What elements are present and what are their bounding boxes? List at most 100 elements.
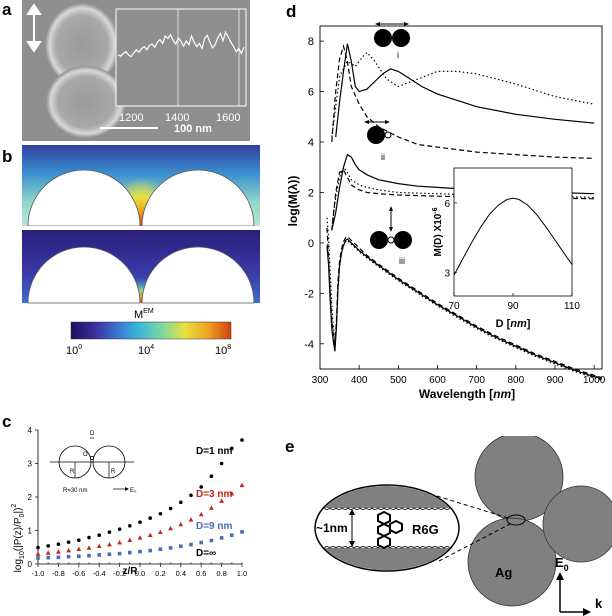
inset-x-label: D [nm] (496, 318, 531, 330)
x-tick-label: 500 (390, 375, 407, 386)
data-point (199, 485, 203, 489)
y-tick-label: 0 (308, 238, 314, 250)
roman-label: ii (381, 152, 385, 162)
zoom-guide (436, 495, 509, 519)
r6g-label: R6G (412, 522, 439, 537)
arrowhead (385, 120, 390, 124)
data-point (220, 562, 223, 565)
data-point (198, 511, 204, 517)
spectrum-curve (326, 238, 603, 380)
sphere-bottom-left (27, 246, 141, 304)
particle (367, 126, 385, 144)
data-point (189, 493, 193, 498)
inset-y-tick-label: 3 (444, 269, 450, 280)
data-point (128, 524, 132, 528)
panel-label-e: e (285, 437, 295, 456)
data-point (66, 554, 71, 559)
spectrum-tick-label: 1400 (165, 112, 189, 124)
zoom-guide (438, 523, 511, 562)
panel-label-c: c (2, 412, 12, 431)
gap-molecule (387, 236, 395, 244)
series-label-d9: D=9 nm (196, 521, 233, 532)
panel-label-a: a (2, 0, 12, 19)
data-point (128, 550, 132, 555)
inset-r-label: R (70, 469, 75, 475)
data-point (36, 545, 40, 550)
data-point (97, 553, 101, 557)
data-point (77, 554, 81, 559)
nanoparticle-bottom (46, 66, 126, 138)
x-tick-label: 0.4 (176, 569, 186, 578)
panel-e-schematic: Ag ~1nm R6G E0 k (314, 436, 612, 616)
inset-y-tick-label: 6 (444, 199, 450, 210)
y-tick-label: 4 (28, 426, 33, 435)
data-point (117, 527, 122, 531)
data-point (168, 546, 173, 550)
data-point (86, 545, 92, 550)
data-point (87, 535, 91, 540)
y-tick-label: -2 (304, 288, 314, 300)
y-tick-label: 2 (28, 493, 33, 502)
spectrum-tick-label: 1200 (119, 112, 143, 124)
x-axis-label: z/R (123, 566, 139, 577)
y-tick-label: 0 (28, 560, 33, 569)
ag-particle-bottom (467, 517, 557, 607)
data-point (158, 529, 163, 534)
inset-curve (453, 197, 573, 276)
y-tick-label: 4 (308, 137, 314, 149)
panel-b-svg: MEM 100 104 108 (22, 145, 260, 357)
panel-b-field-maps: MEM 100 104 108 (22, 145, 260, 360)
colorbar-title: MEM (134, 308, 154, 321)
arrowhead (389, 227, 393, 232)
ag-surface-bottom (316, 548, 458, 570)
x-tick-label: 400 (351, 375, 368, 386)
inset-field-label: E₀ (130, 488, 137, 494)
x-tick-label: -0.6 (72, 569, 85, 578)
map-gap (22, 226, 260, 230)
data-point (56, 542, 61, 547)
data-point (240, 530, 244, 534)
data-point (139, 562, 141, 565)
scale-bar-label: 100 nm (174, 123, 212, 135)
inset-r-label: R (111, 469, 116, 475)
data-point (137, 535, 143, 540)
data-point (158, 547, 163, 552)
e0-label: E0 (555, 555, 569, 573)
x-tick-label: 0.6 (196, 569, 206, 578)
junction-highlight (506, 514, 526, 526)
roman-label: iii (399, 256, 405, 266)
series-label-d1: D=1 nm (196, 446, 233, 457)
panel-label-b: b (2, 147, 13, 166)
data-point (117, 539, 122, 545)
x-tick-label: 300 (312, 375, 329, 386)
data-point (107, 541, 112, 547)
y-axis-label: log(M(λ)) (286, 176, 300, 227)
data-point (96, 543, 102, 549)
data-point (241, 562, 243, 565)
data-point (169, 562, 172, 565)
data-point (200, 562, 203, 565)
arrowhead (364, 120, 369, 124)
y-tick-label: 2 (308, 187, 314, 199)
inset-x-tick-label: 70 (448, 301, 460, 312)
data-point (67, 562, 70, 565)
panel-a-svg: 100 nm 1200 1400 1600 (26, 3, 247, 138)
y-tick-label: 3 (28, 460, 33, 469)
dimer-icon-i: i (374, 22, 410, 60)
data-point (178, 521, 184, 527)
data-point (107, 530, 112, 534)
panel-label-d: d (286, 2, 297, 21)
x-tick-label: 900 (547, 375, 564, 386)
dimer-icon-ii: ii (364, 120, 392, 162)
nanoparticle-top (45, 3, 119, 87)
sphere-top-left (27, 169, 141, 227)
size-dependence-inset: M(D) X10-6 D [nm] 70 90 110 3 6 (432, 167, 580, 330)
data-point (77, 562, 80, 565)
data-point (209, 505, 214, 510)
inset-o-label: O (83, 452, 88, 458)
data-point (159, 562, 162, 565)
y-tick-label: -4 (304, 339, 314, 351)
field-arrowhead (125, 487, 129, 491)
surface-atoms-top (316, 507, 458, 510)
inset-x-tick-label: 110 (564, 301, 580, 312)
